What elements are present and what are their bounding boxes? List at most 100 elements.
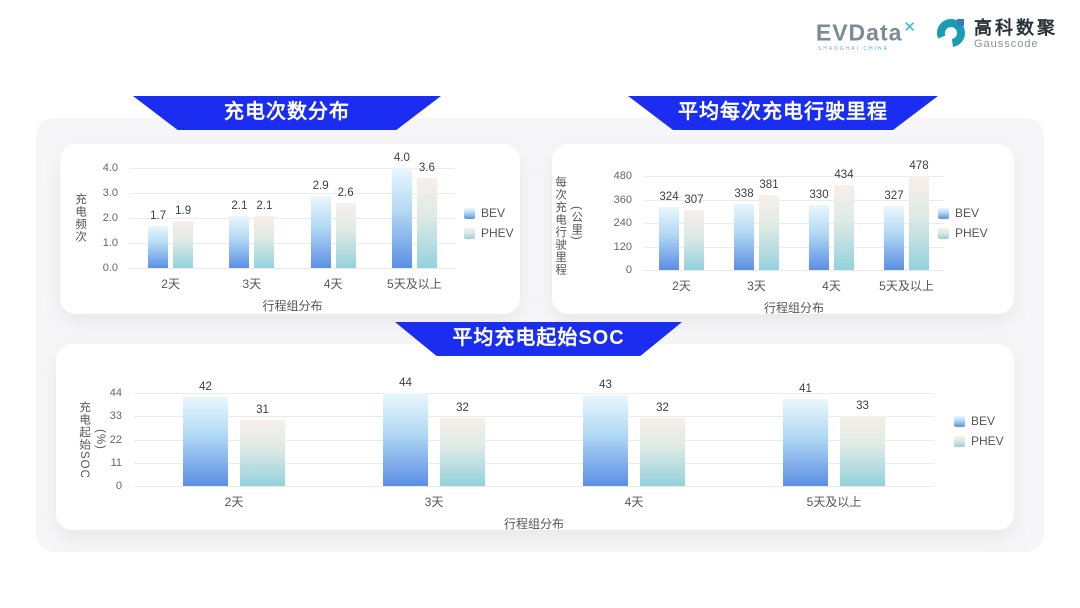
bar-value-label: 327 (884, 189, 904, 202)
gausscode-cn: 高科数聚 (974, 17, 1058, 38)
panel-start-soc: 0 11 22 33 44 42 31 2天 44 32 3天 43 32 4天 41 33 5天及以上 行程组分… (56, 344, 1014, 531)
bar-phev-5天及以上 (840, 416, 885, 486)
x-category-label: 3天 (242, 277, 262, 291)
banner-start-soc: 平均充电起始SOC (395, 322, 682, 356)
bar-phev-3天 (759, 195, 779, 270)
legend-label: BEV (955, 206, 980, 220)
evdata-subtitle: SHANGHAI CHINA (817, 45, 889, 52)
bar-value-label: 2.1 (256, 199, 273, 212)
bar-value-label: 32 (656, 402, 669, 415)
x-axis-title: 行程组分布 (503, 517, 564, 531)
legend-label: PHEV (481, 226, 514, 240)
legend-item-bev: BEV (464, 206, 514, 220)
bar-value-label: 4.0 (393, 152, 410, 164)
x-category-label: 3天 (747, 279, 766, 293)
x-category-label: 5天及以上 (879, 279, 934, 293)
bar-phev-2天 (684, 209, 704, 270)
legend: BEV PHEV (954, 414, 1004, 448)
legend-swatch-phev (938, 227, 949, 239)
x-category-label: 5天及以上 (387, 277, 442, 291)
y-axis-title: 充电频次 (74, 193, 87, 243)
charts-container: 0.0 1.0 2.0 3.0 4.0 1.7 1.9 2天 2.1 2.1 3天 2.9 2.6 4天 4… (36, 118, 1044, 552)
bar-bev-2天 (148, 225, 169, 268)
bar-value-label: 2.9 (312, 179, 329, 192)
y-tick-label: 1.0 (102, 237, 118, 249)
bar-value-label: 2.1 (231, 199, 248, 212)
gridline (134, 439, 934, 441)
legend-swatch-phev (464, 227, 475, 239)
bar-value-label: 41 (799, 383, 812, 396)
bar-value-label: 32 (456, 402, 469, 415)
bar-value-label: 33 (856, 400, 869, 413)
bar-value-label: 478 (909, 160, 929, 173)
x-category-label: 2天 (224, 495, 244, 509)
legend-swatch-phev (954, 435, 965, 447)
legend-swatch-bev (954, 415, 965, 427)
gausscode-text: 高科数聚 Gausscode (974, 17, 1058, 51)
x-category-label: 2天 (672, 279, 691, 293)
gridline (130, 168, 455, 169)
evdata-x-icon: ✕ (903, 19, 917, 37)
legend-label: BEV (481, 206, 506, 220)
bar-value-label: 1.7 (150, 209, 167, 222)
panel-charging-count: 0.0 1.0 2.0 3.0 4.0 1.7 1.9 2天 2.1 2.1 3天 2.9 2.6 4天 4… (60, 144, 520, 314)
bar-value-label: 330 (809, 189, 829, 202)
gausscode-g-icon (935, 16, 967, 53)
bar-phev-4天 (640, 418, 685, 486)
bar-value-label: 3.6 (418, 162, 435, 174)
x-category-label: 4天 (323, 277, 343, 291)
bar-bev-5天及以上 (391, 168, 412, 268)
chart-charging-count-distribution: 0.0 1.0 2.0 3.0 4.0 1.7 1.9 2天 2.1 2.1 3天 2.9 2.6 4天 4… (60, 144, 520, 314)
legend-swatch-bev (464, 207, 475, 219)
legend-swatch-bev (938, 207, 949, 219)
legend-item-phev: PHEV (938, 226, 988, 240)
x-category-label: 2天 (161, 277, 180, 291)
bar-value-label: 43 (599, 379, 612, 392)
x-category-label: 4天 (822, 279, 841, 293)
bar-value-label: 324 (659, 190, 679, 203)
y-tick-label: 33 (109, 410, 122, 423)
gridline (644, 246, 944, 248)
panel-mileage-per-charge: 0 120 240 360 480 324 307 2天 338 381 3天 330 434 4天 327… (552, 144, 1014, 315)
gridline (130, 268, 455, 269)
x-category-label: 5天及以上 (806, 495, 862, 509)
gridline (130, 193, 455, 194)
legend-item-phev: PHEV (464, 226, 514, 240)
gridline (134, 486, 934, 487)
legend-label: PHEV (955, 226, 988, 240)
bar-value-label: 31 (256, 404, 269, 417)
evdata-logo: EVData✕ SHANGHAI CHINA (816, 17, 917, 52)
gausscode-en: Gausscode (974, 38, 1039, 51)
bar-value-label: 434 (834, 169, 854, 181)
y-tick-label: 11 (110, 456, 122, 469)
legend-item-phev: PHEV (954, 434, 1004, 448)
legend: BEV PHEV (938, 206, 988, 240)
y-axis-title: 充电起始SOC (%) (78, 400, 107, 479)
y-tick-label: 4.0 (102, 162, 118, 174)
bar-bev-4天 (809, 205, 829, 270)
bar-value-label: 1.9 (175, 204, 192, 217)
y-tick-label: 120 (613, 240, 632, 253)
gridline (134, 393, 934, 394)
x-category-label: 4天 (624, 495, 644, 509)
bar-bev-2天 (659, 206, 679, 270)
bar-phev-3天 (440, 418, 485, 486)
gridline (644, 270, 944, 271)
y-tick-label: 44 (109, 387, 122, 399)
gausscode-logo: 高科数聚 Gausscode (935, 16, 1058, 53)
gridline (134, 462, 934, 464)
y-tick-label: 240 (613, 217, 632, 229)
bar-bev-3天 (383, 393, 428, 486)
y-tick-label: 2.0 (102, 212, 118, 224)
bar-value-label: 307 (684, 193, 704, 206)
legend-item-bev: BEV (938, 206, 988, 220)
brand-header: EVData✕ SHANGHAI CHINA 高科数聚 Gausscode (816, 16, 1058, 53)
gridline (130, 243, 455, 244)
bar-bev-5天及以上 (884, 205, 904, 270)
y-tick-label: 22 (109, 433, 122, 446)
gridline (644, 176, 944, 177)
bar-phev-4天 (335, 203, 356, 268)
x-axis-title: 行程组分布 (763, 301, 824, 315)
y-tick-label: 360 (613, 193, 632, 206)
bar-bev-2天 (183, 397, 228, 486)
